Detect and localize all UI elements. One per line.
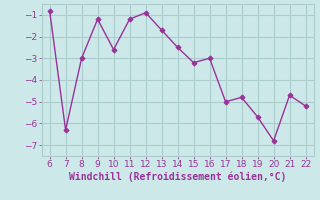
- X-axis label: Windchill (Refroidissement éolien,°C): Windchill (Refroidissement éolien,°C): [69, 172, 286, 182]
